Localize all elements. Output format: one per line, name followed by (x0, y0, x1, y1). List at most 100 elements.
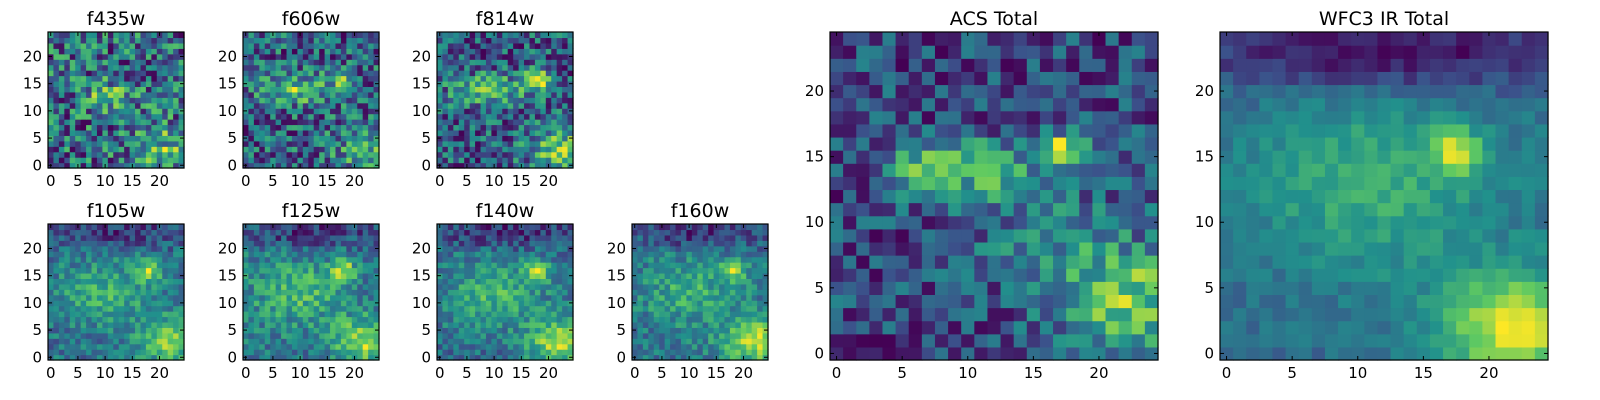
heatmap-cell (69, 349, 76, 356)
heatmap-cell (480, 224, 487, 231)
heatmap-cell (485, 224, 492, 231)
heatmap-cell (86, 305, 93, 312)
heatmap-cell (856, 241, 870, 256)
heatmap-cell (248, 245, 255, 252)
heatmap-cell (713, 349, 720, 356)
heatmap-cell (453, 97, 460, 104)
heatmap-cell (330, 124, 337, 131)
heatmap-cell (447, 64, 454, 71)
heatmap-cell (691, 240, 698, 247)
heatmap-cell (908, 307, 923, 322)
heatmap-cell (551, 229, 558, 236)
heatmap-cell (145, 102, 152, 109)
heatmap-cell (167, 146, 174, 153)
heatmap-cell (491, 113, 498, 120)
heatmap-cell (507, 305, 514, 312)
heatmap-cell (48, 140, 55, 147)
heatmap-cell (664, 349, 671, 356)
heatmap-cell (507, 316, 514, 323)
heatmap-cell (702, 316, 709, 323)
heatmap-cell (540, 48, 547, 55)
heatmap-cell (735, 343, 742, 350)
heatmap-cell (107, 86, 114, 93)
heatmap-cell (297, 272, 304, 279)
heatmap-cell (102, 262, 109, 269)
heatmap-cell (286, 234, 293, 241)
heatmap-cell (437, 256, 444, 263)
heatmap-cell (308, 129, 315, 136)
heatmap-cell (464, 129, 471, 136)
heatmap-cell (453, 234, 460, 241)
heatmap-cell (458, 224, 465, 231)
heatmap-cell (373, 75, 380, 82)
heatmap-cell (368, 316, 375, 323)
heatmap-cell (469, 75, 476, 82)
heatmap-cell (362, 151, 369, 158)
heatmap-cell (670, 343, 677, 350)
heatmap-cell (69, 267, 76, 274)
heatmap-cell (719, 272, 726, 279)
heatmap-cell (80, 59, 87, 66)
heatmap-cell (69, 338, 76, 345)
heatmap-cell (442, 229, 449, 236)
heatmap-cell (80, 272, 87, 279)
heatmap-cell (961, 189, 975, 204)
heatmap-cell (324, 311, 331, 318)
heatmap-cell (259, 157, 266, 164)
heatmap-cell (156, 321, 163, 328)
heatmap-cell (1026, 163, 1041, 177)
heatmap-cell (264, 64, 271, 71)
heatmap-cell (934, 202, 949, 217)
heatmap-cell (302, 75, 309, 82)
heatmap-cell (442, 53, 449, 60)
heatmap-cell (302, 140, 309, 147)
heatmap-cell (64, 311, 71, 318)
heatmap-cell (291, 349, 298, 356)
heatmap-cell (524, 129, 531, 136)
heatmap-cell (562, 59, 569, 66)
heatmap-cell (1131, 307, 1146, 322)
heatmap-cell (447, 229, 454, 236)
heatmap-cell (319, 251, 326, 258)
heatmap-cell (653, 240, 660, 247)
heatmap-cell (118, 86, 125, 93)
heatmap-cell (475, 108, 482, 115)
heatmap-cell (664, 240, 671, 247)
heatmap-cell (562, 294, 569, 301)
heatmap-cell (96, 262, 103, 269)
heatmap-cell (713, 245, 720, 252)
heatmap-cell (513, 240, 520, 247)
heatmap-cell (534, 124, 541, 131)
y-tick-label: 5 (227, 129, 237, 147)
heatmap-cell (64, 224, 71, 231)
heatmap-cell (653, 321, 660, 328)
heatmap-cell (178, 267, 185, 274)
heatmap-cell (362, 119, 369, 126)
heatmap-cell (69, 42, 76, 49)
heatmap-cell (107, 283, 114, 290)
heatmap-cell (534, 86, 541, 93)
heatmap-cell (502, 251, 509, 258)
heatmap-cell (697, 267, 704, 274)
heatmap-cell (281, 108, 288, 115)
heatmap-cell (178, 349, 185, 356)
heatmap-cell (540, 129, 547, 136)
heatmap-cell (475, 240, 482, 247)
heatmap-cell (708, 343, 715, 350)
heatmap-cell (118, 267, 125, 274)
heatmap-cell (437, 119, 444, 126)
heatmap-cell (102, 240, 109, 247)
heatmap-cell (540, 86, 547, 93)
heatmap-cell (697, 278, 704, 285)
heatmap-cell (124, 311, 131, 318)
heatmap-cell (507, 289, 514, 296)
heatmap-cell (464, 113, 471, 120)
heatmap-cell (480, 338, 487, 345)
heatmap-cell (507, 48, 514, 55)
heatmap-cell (330, 267, 337, 274)
heatmap-cell (485, 86, 492, 93)
heatmap-cell (437, 151, 444, 158)
heatmap-cell (335, 311, 342, 318)
heatmap-cell (686, 245, 693, 252)
heatmap-cell (178, 113, 185, 120)
